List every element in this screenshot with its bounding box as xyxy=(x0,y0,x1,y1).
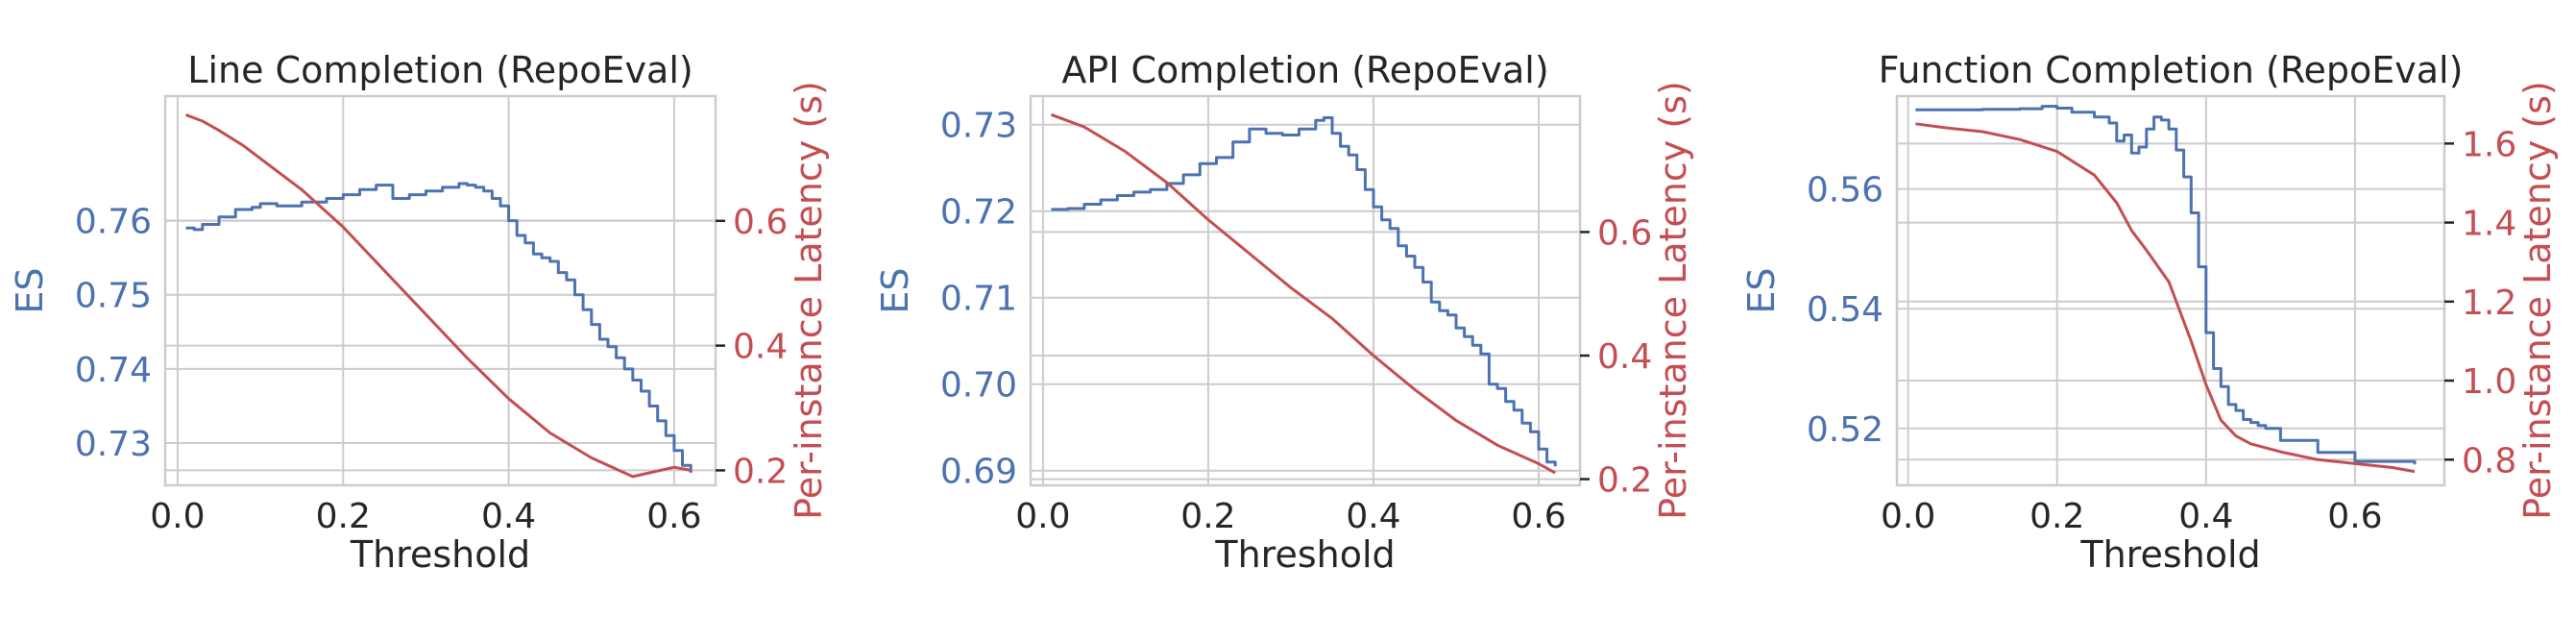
chart-2-y-tick-label: 0.72 xyxy=(940,193,1017,233)
chart-2-y2-axis-label: Per-instance Latency (s) xyxy=(1652,81,1694,520)
chart-3-frame xyxy=(1895,94,2446,487)
chart-3-y2-tick-label: 1.2 xyxy=(2462,284,2516,323)
chart-3-y2-tick-label: 1.0 xyxy=(2462,362,2516,402)
chart-2-title: API Completion (RepoEval) xyxy=(1061,49,1548,91)
chart-2-x-tick-label: 0.4 xyxy=(1346,497,1400,536)
chart-3-y2-tick-label: 0.8 xyxy=(2462,441,2516,481)
chart-3-x-tick-label: 0.4 xyxy=(2178,497,2233,536)
chart-3-y2-tick-label: 1.6 xyxy=(2462,125,2516,164)
chart-2-x-axis-label: Threshold xyxy=(1214,533,1395,576)
chart-1-y-tick-label: 0.74 xyxy=(75,351,152,390)
chart-2-y2-tick-label: 0.4 xyxy=(1597,337,1652,377)
chart-1-y-tick-label: 0.76 xyxy=(75,203,152,242)
chart-1-series-es-line xyxy=(185,182,693,473)
chart-2-frame xyxy=(1029,94,1582,487)
chart-2-x-tick-label: 0.0 xyxy=(1015,497,1070,536)
chart-3-series-latency-line xyxy=(1915,122,2416,474)
chart-1-frame xyxy=(163,94,717,487)
chart-2-y-tick-label: 0.70 xyxy=(940,366,1017,406)
chart-1-y-tick-label: 0.73 xyxy=(75,425,152,464)
chart-1-y-axis-label: ES xyxy=(9,267,51,313)
chart-3-x-tick-label: 0.0 xyxy=(1881,497,1935,536)
chart-3-y2-axis-label: Per-instance Latency (s) xyxy=(2516,81,2559,520)
chart-1-title: Line Completion (RepoEval) xyxy=(187,49,693,91)
chart-3-y2-tick-label: 1.4 xyxy=(2462,205,2516,244)
chart-1-y2-tick-label: 0.2 xyxy=(733,452,788,491)
chart-3-x-axis-label: Threshold xyxy=(2079,533,2260,576)
chart-1-y-tick-label: 0.75 xyxy=(75,277,152,316)
chart-2-y-axis-label: ES xyxy=(874,267,916,313)
chart-2-y-tick-label: 0.69 xyxy=(940,453,1017,492)
chart-1-x-tick-label: 0.2 xyxy=(316,497,371,536)
chart-3-y-axis-label: ES xyxy=(1740,267,1783,313)
chart-2-series-latency-line xyxy=(1050,112,1556,475)
chart-2-series-es-line xyxy=(1051,116,1557,467)
chart-2-y-tick-label: 0.71 xyxy=(940,280,1017,319)
chart-2-x-tick-label: 0.2 xyxy=(1180,497,1235,536)
chart-3-series-es-line xyxy=(1915,105,2417,465)
chart-1-y2-tick-label: 0.4 xyxy=(733,328,788,367)
chart-3-x-tick-label: 0.2 xyxy=(2029,497,2084,536)
chart-1-x-tick-label: 0.6 xyxy=(646,497,701,536)
chart-1-y2-tick-label: 0.6 xyxy=(733,203,788,242)
chart-2-y2-tick-label: 0.6 xyxy=(1597,213,1652,253)
chart-3-x-tick-label: 0.6 xyxy=(2327,497,2382,536)
chart-2-x-tick-label: 0.6 xyxy=(1511,497,1566,536)
chart-3-title: Function Completion (RepoEval) xyxy=(1879,49,2464,91)
chart-1-y2-axis-label: Per-instance Latency (s) xyxy=(788,81,830,520)
chart-2-y-tick-label: 0.73 xyxy=(940,107,1017,146)
chart-1-series-latency-line xyxy=(184,113,692,479)
chart-1-x-tick-label: 0.4 xyxy=(481,497,536,536)
chart-3-y-tick-label: 0.52 xyxy=(1807,410,1883,450)
chart-2-y2-tick-label: 0.2 xyxy=(1597,461,1652,501)
chart-1-x-axis-label: Threshold xyxy=(350,533,530,576)
chart-3-y-tick-label: 0.54 xyxy=(1807,290,1883,330)
chart-1-x-tick-label: 0.0 xyxy=(150,497,205,536)
chart-3-y-tick-label: 0.56 xyxy=(1807,171,1883,210)
